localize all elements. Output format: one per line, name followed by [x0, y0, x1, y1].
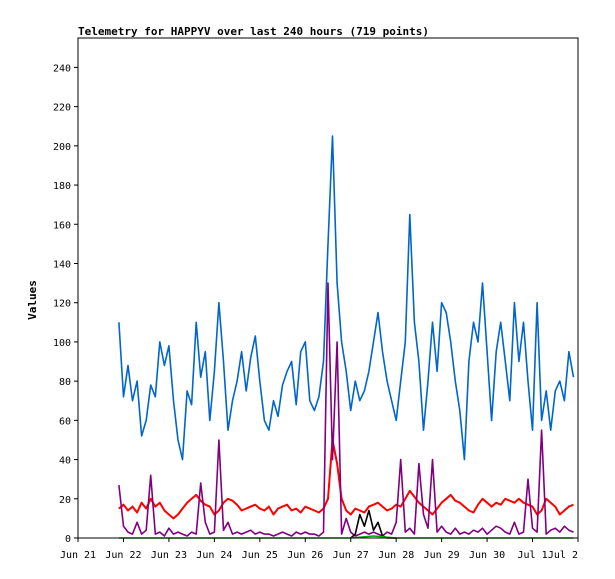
- y-tick-label: 160: [53, 220, 71, 231]
- y-tick-label: 0: [65, 534, 71, 545]
- x-tick-label: Jun 22: [105, 550, 141, 561]
- y-tick-label: 240: [53, 63, 71, 74]
- y-tick-label: 80: [59, 377, 71, 388]
- x-tick-label: Jun 21: [60, 550, 96, 561]
- y-axis-label: Values: [26, 280, 39, 320]
- chart-title: Telemetry for HAPPYV over last 240 hours…: [78, 25, 429, 38]
- x-tick-label: Jun 23: [151, 550, 187, 561]
- y-tick-label: 140: [53, 259, 71, 270]
- x-tick-label: Jun 25: [242, 550, 278, 561]
- plot-frame: [77, 37, 579, 539]
- y-tick-label: 200: [53, 142, 71, 153]
- y-tick-label: 220: [53, 103, 71, 114]
- y-tick-label: 60: [59, 416, 71, 427]
- series-line-3: [118, 282, 574, 537]
- x-tick-label: Jun 30: [469, 550, 505, 561]
- x-tick-label: Jul 2: [548, 550, 578, 561]
- y-tick-label: 40: [59, 456, 71, 467]
- y-tick-label: 20: [59, 495, 71, 506]
- series-line-2: [118, 439, 574, 520]
- y-tick-label: 180: [53, 181, 71, 192]
- series-line-1: [118, 135, 575, 461]
- y-tick-label: 120: [53, 299, 71, 310]
- x-tick-label: Jul 1: [517, 550, 547, 561]
- x-tick-label: Jun 24: [196, 550, 232, 561]
- x-tick-label: Jun 26: [287, 550, 323, 561]
- y-tick-label: 100: [53, 338, 71, 349]
- x-tick-label: Jun 28: [378, 550, 414, 561]
- x-tick-label: Jun 27: [333, 550, 369, 561]
- ticks-layer: 0 20 40 60 80 100 120 140 160 180 200 220 240 Jun 21 J…: [53, 63, 579, 561]
- x-tick-label: Jun 29: [424, 550, 460, 561]
